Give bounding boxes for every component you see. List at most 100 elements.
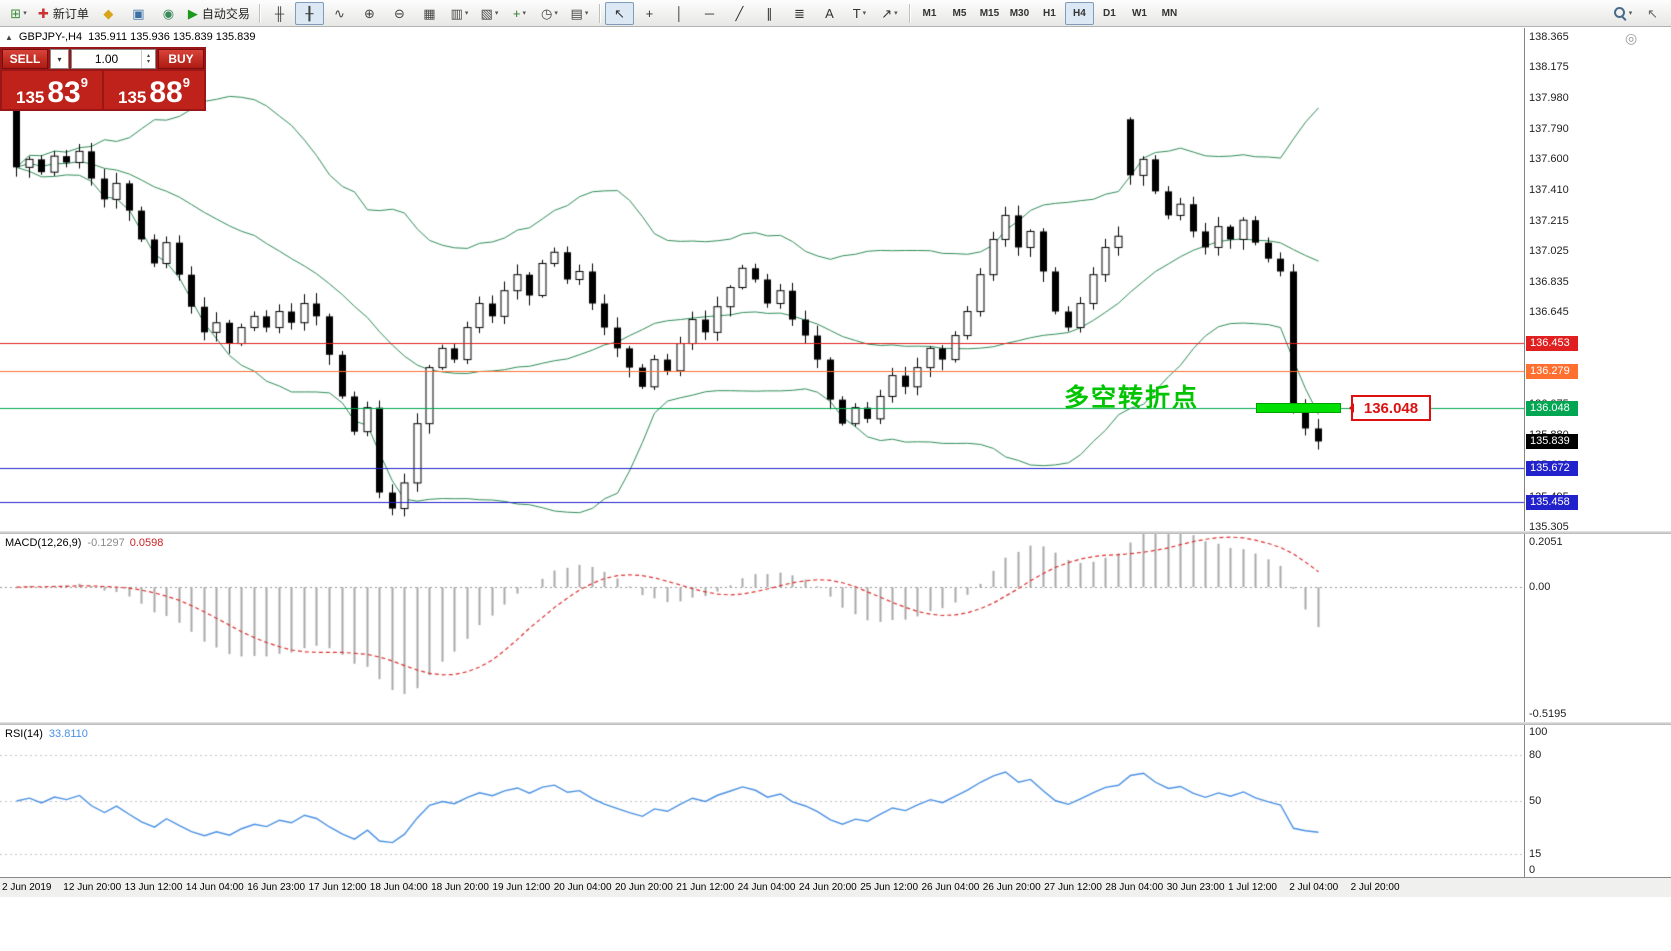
turning-point-annotation[interactable]: 多空转折点 [1064,384,1200,412]
auto-trading-button[interactable]: ▶ 自动交易 [184,2,254,25]
timeframe-m1[interactable]: M1 [922,7,937,19]
step-down-icon[interactable]: ▾ [146,59,150,65]
time-label: 20 Jun 04:00 [553,882,612,893]
time-label: 28 Jun 04:00 [1105,882,1164,893]
trade-prices-row: 135 83 9 135 88 9 [2,71,204,109]
pointer-icon[interactable]: ↖ [1638,2,1667,25]
volume-stepper[interactable]: ▴ ▾ [141,50,155,68]
buy-price-main: 135 [118,88,147,107]
trendline-icon[interactable]: ╱ [725,2,754,25]
rsi-canvas[interactable] [0,725,1524,877]
price-level-tag[interactable]: 136.453 [1526,336,1578,352]
zoom-out-icon[interactable]: ⊖ [385,2,414,25]
panel-splitter[interactable] [0,722,1671,725]
toolbar: ⊞ ▾ ✚ 新订单 ◆ ▣ ◉ ▶ 自动交易 ╫ ╂ ∿ ⊕ ⊖ ▦ ▥ ▾ ▧ ▾ + ▾ ◷ ▾ ▤ ▾ ↖ + │ ─ ╱ ∥ ≣ A T ▾… [0,0,1671,27]
timeframe-m5[interactable]: M5 [952,7,967,19]
vertical-line-icon[interactable]: │ [665,2,694,25]
label-icon[interactable]: T ▾ [845,2,874,25]
symbol-ohlc: 135.911 135.936 135.839 135.839 [88,31,256,43]
crosshair-icon: + [645,5,654,21]
fibonacci-icon[interactable]: ≣ [785,2,814,25]
sell-button[interactable]: SELL [2,49,48,69]
chart-corner-icon[interactable]: ◎ [1625,30,1638,46]
cascade-icon[interactable]: ▧ ▾ [475,2,504,25]
current-price-tag: 135.839 [1526,434,1578,450]
navigator-icon[interactable]: ◉ [154,2,183,25]
timeframe-d1[interactable]: D1 [1103,7,1116,19]
price-axis-tick: 138.175 [1529,61,1569,74]
time-label: 2 Jun 2019 [2,882,52,893]
timeframe-mn[interactable]: MN [1161,7,1178,19]
new-chart-icon: ⊞ [10,5,22,21]
timeframe-m15[interactable]: M15 [979,7,1000,19]
macd-canvas[interactable] [0,534,1524,722]
order-type-dropdown[interactable]: ▾ [50,49,69,69]
label-icon: T [852,5,861,21]
market-watch-icon[interactable]: ◆ [94,2,123,25]
channel-icon[interactable]: ∥ [755,2,784,25]
price-callout[interactable]: 136.048 [1349,395,1431,421]
buy-price-point: 9 [182,75,190,90]
templates-icon[interactable]: ▤ ▾ [565,2,594,25]
macd-name: MACD(12,26,9) [5,537,82,549]
price-chart-canvas[interactable] [0,28,1524,531]
price-level-tag[interactable]: 135.458 [1526,495,1578,511]
cursor-icon[interactable]: ↖ [604,1,634,25]
macd-axis[interactable]: 0.2051 0.00 -0.5195 [1524,534,1671,722]
price-level-tag[interactable]: 136.279 [1526,363,1578,379]
fibonacci-icon: ≣ [793,5,805,21]
line-chart-icon[interactable]: ∿ [325,2,354,25]
candlestick-chart-icon[interactable]: ╂ [294,1,324,25]
zoom-in-icon: ⊕ [363,5,375,21]
crosshair-icon[interactable]: + [635,2,664,25]
panel-splitter[interactable] [0,531,1671,534]
price-axis-tick: 137.025 [1529,245,1569,258]
auto-arrange-icon[interactable]: ▥ ▾ [445,2,474,25]
symbol-info: ▲ GBPJPY-,H4 135.911 135.936 135.839 135… [5,31,256,43]
time-label: 19 Jun 12:00 [492,882,551,893]
indicators-icon[interactable]: + ▾ [505,2,534,25]
price-level-tag[interactable]: 135.672 [1526,461,1578,477]
zoom-out-icon: ⊖ [393,5,405,21]
sell-price-display[interactable]: 135 83 9 [2,71,102,109]
macd-label: MACD(12,26,9) -0.1297 0.0598 [5,537,163,549]
macd-axis-label: 0.00 [1529,581,1551,594]
buy-price-display[interactable]: 135 88 9 [104,71,204,109]
horizontal-line-icon[interactable]: ─ [695,2,724,25]
zoom-in-icon[interactable]: ⊕ [355,2,384,25]
macd-main-value: -0.1297 [87,537,125,549]
time-label: 2 Jul 04:00 [1289,882,1339,893]
chevron-down-icon: ▾ [57,54,62,64]
rsi-axis[interactable]: 100 80 50 15 0 [1524,725,1671,877]
macd-signal-value: 0.0598 [129,537,164,549]
tile-windows-icon[interactable]: ▦ [415,2,444,25]
time-axis[interactable]: 2 Jun 2019 12 Jun 20:00 13 Jun 12:00 14 Jun… [0,877,1671,897]
new-order-button[interactable]: ✚ 新订单 [34,2,93,25]
line-chart-icon: ∿ [333,5,345,21]
arrows-icon[interactable]: ↗ ▾ [875,2,904,25]
time-label: 2 Jul 20:00 [1350,882,1400,893]
text-icon[interactable]: A [815,2,844,25]
price-axis[interactable]: ◎ 138.365 138.175 137.980 137.790 137.600 137… [1524,28,1671,533]
timeframe-h1[interactable]: H1 [1043,7,1056,19]
price-level-tag[interactable]: 136.048 [1526,400,1578,416]
periods-icon[interactable]: ◷ ▾ [535,2,564,25]
search-icon[interactable]: ▾ [1608,2,1637,25]
volume-input[interactable]: 1.00 ▴ ▾ [71,49,156,69]
macd-axis-label: -0.5195 [1529,708,1567,720]
price-axis-tick: 137.980 [1529,92,1569,105]
price-axis-tick: 135.305 [1529,520,1569,533]
timeframe-w1[interactable]: W1 [1131,7,1147,19]
data-window-icon[interactable]: ▣ [124,2,153,25]
collapse-arrow-icon[interactable]: ▲ [5,32,13,42]
timeframe-m30[interactable]: M30 [1009,7,1030,19]
step-up-icon[interactable]: ▴ [146,53,150,59]
bar-chart-icon[interactable]: ╫ [265,2,294,25]
trend-highlight-bar[interactable] [1256,403,1341,413]
timeframe-h4[interactable]: H4 [1064,1,1094,25]
data-window-icon: ▣ [132,5,145,21]
templates-icon: ▤ [570,5,583,21]
buy-button[interactable]: BUY [158,49,204,69]
time-label: 17 Jun 12:00 [308,882,367,893]
new-chart-icon[interactable]: ⊞ ▾ [4,2,33,25]
